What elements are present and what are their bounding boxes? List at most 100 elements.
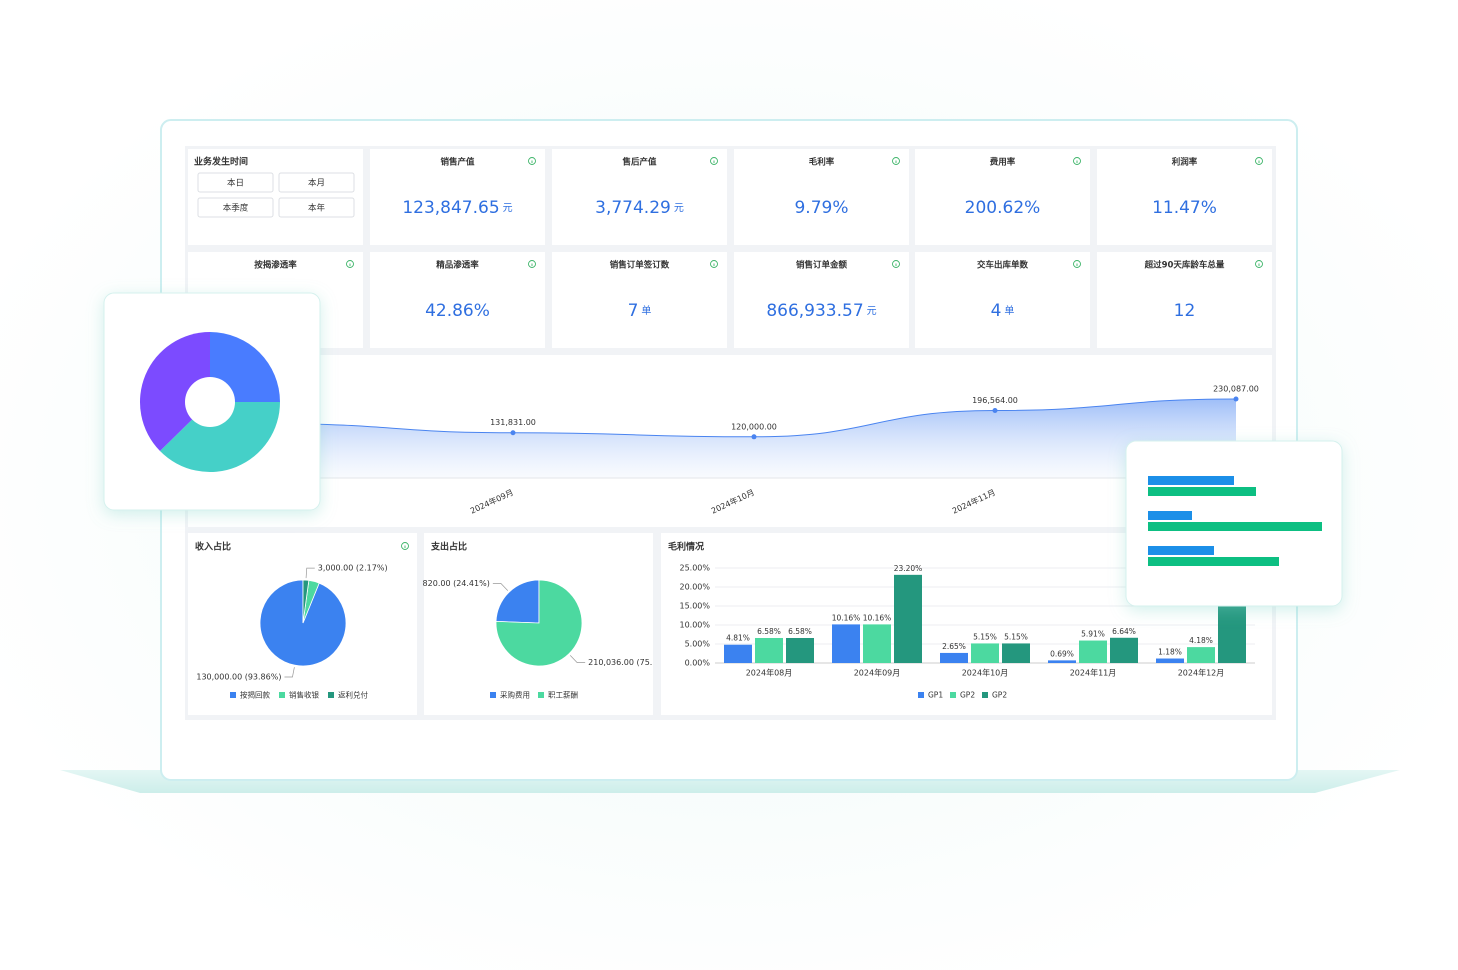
leader-line xyxy=(305,567,315,579)
kpi-title: 毛利率 xyxy=(809,157,835,168)
kpi-title: 销售订单金额 xyxy=(796,260,848,271)
leader-line xyxy=(492,583,509,591)
legend-label: GP1 xyxy=(928,691,943,700)
card xyxy=(734,252,909,348)
kpi-title: 利润率 xyxy=(1171,157,1198,168)
kpi-unit: 元 xyxy=(674,203,684,214)
filter-button-label: 本月 xyxy=(308,178,325,189)
y-tick-label: 20.00% xyxy=(679,583,710,592)
filter-button[interactable] xyxy=(278,172,355,193)
trend-point xyxy=(510,430,516,436)
legend-swatch xyxy=(328,692,334,698)
card xyxy=(552,252,727,348)
legend-swatch xyxy=(230,692,236,698)
bar xyxy=(755,637,783,663)
bar xyxy=(1218,602,1246,663)
bar-value-label: 6.64% xyxy=(1112,627,1136,636)
bar-value-label: 4.18% xyxy=(1189,636,1213,645)
bar xyxy=(971,643,999,663)
bar xyxy=(786,637,814,663)
legend-swatch xyxy=(918,692,924,698)
info-icon xyxy=(1255,260,1263,268)
y-tick-label: 0.00% xyxy=(685,659,711,668)
kpi-number: 9.79% xyxy=(794,198,848,218)
kpi-number: 3,774.29 xyxy=(595,198,671,218)
info-icon xyxy=(346,260,354,268)
leader-line xyxy=(284,667,295,678)
trend-point xyxy=(751,434,757,440)
bar xyxy=(832,624,860,663)
donut-slice xyxy=(160,402,280,473)
kpi-number: 7 xyxy=(628,301,639,321)
card xyxy=(915,252,1090,348)
filter-button[interactable] xyxy=(278,197,355,218)
bar-value-label: 5.15% xyxy=(1004,632,1028,641)
info-icon xyxy=(1073,157,1081,165)
info-icon xyxy=(710,260,718,268)
info-icon xyxy=(892,260,900,268)
leader-line xyxy=(569,655,586,663)
x-tick-label: 2024年12月 xyxy=(1178,668,1225,678)
kpi-title: 售后产值 xyxy=(621,157,657,168)
card xyxy=(370,149,545,245)
donut-slice xyxy=(139,332,210,451)
filter-button-label: 本日 xyxy=(227,178,244,189)
legend-label: GP2 xyxy=(960,691,975,700)
x-tick-label: 2024年11月 xyxy=(1070,668,1117,678)
deco-bar xyxy=(1148,522,1322,531)
panel-title: 毛利情况 xyxy=(668,541,704,553)
legend-swatch xyxy=(982,692,988,698)
kpi-value: 9.79% xyxy=(794,198,848,218)
trend-value-label: 120,000.00 xyxy=(731,422,777,431)
legend-label: 职工薪酬 xyxy=(548,690,578,700)
kpi-unit: 元 xyxy=(867,306,877,317)
kpi-value: 123,847.65 元 xyxy=(402,198,512,218)
card xyxy=(1097,252,1272,348)
pie-value-label: 820.00 (24.41%) xyxy=(423,579,490,588)
legend-label: GP2 xyxy=(992,691,1007,700)
kpi-title: 销售产值 xyxy=(440,157,475,168)
pie-slice xyxy=(495,579,540,624)
pie-value-label: 130,000.00 (93.86%) xyxy=(196,672,281,681)
bar-value-label: 1.18% xyxy=(1158,648,1182,657)
bar xyxy=(1079,640,1107,663)
legend-swatch xyxy=(538,692,544,698)
y-tick-label: 25.00% xyxy=(679,564,710,573)
panel-title: 支出占比 xyxy=(430,541,467,553)
info-icon xyxy=(528,157,536,165)
kpi-value: 866,933.57 元 xyxy=(766,301,876,321)
kpi-unit: 单 xyxy=(641,305,651,317)
pie-value-label: 210,036.00 (75. xyxy=(588,658,652,667)
panel-title: 收入占比 xyxy=(195,541,231,553)
legend-swatch xyxy=(279,692,285,698)
filter-button-label: 本年 xyxy=(308,203,326,214)
kpi-title: 超过90天库龄车总量 xyxy=(1144,260,1225,271)
kpi-title: 销售订单签订数 xyxy=(610,260,670,271)
card xyxy=(915,149,1090,245)
bar-value-label: 10.16% xyxy=(863,613,892,622)
bar xyxy=(940,652,968,663)
kpi-title: 按揭渗透率 xyxy=(254,260,297,271)
trend-point xyxy=(992,408,998,414)
filter-title: 业务发生时间 xyxy=(194,156,248,168)
filter-button[interactable] xyxy=(197,172,274,193)
y-tick-label: 10.00% xyxy=(679,621,710,630)
legend-swatch xyxy=(490,692,496,698)
bar xyxy=(894,574,922,663)
card xyxy=(188,149,363,245)
bar-value-label: 0.69% xyxy=(1050,649,1074,658)
bar xyxy=(1187,647,1215,663)
legend-label: 返利兑付 xyxy=(338,690,368,700)
kpi-value: 42.86% xyxy=(425,301,490,321)
kpi-number: 11.47% xyxy=(1152,198,1217,218)
x-tick-label: 2024年08月 xyxy=(746,668,793,678)
info-icon xyxy=(1255,157,1263,165)
legend-label: 采购费用 xyxy=(500,690,530,700)
bar xyxy=(1002,643,1030,663)
filter-button[interactable] xyxy=(197,197,274,218)
legend-swatch xyxy=(950,692,956,698)
x-tick-label: 2024年10月 xyxy=(962,668,1009,678)
